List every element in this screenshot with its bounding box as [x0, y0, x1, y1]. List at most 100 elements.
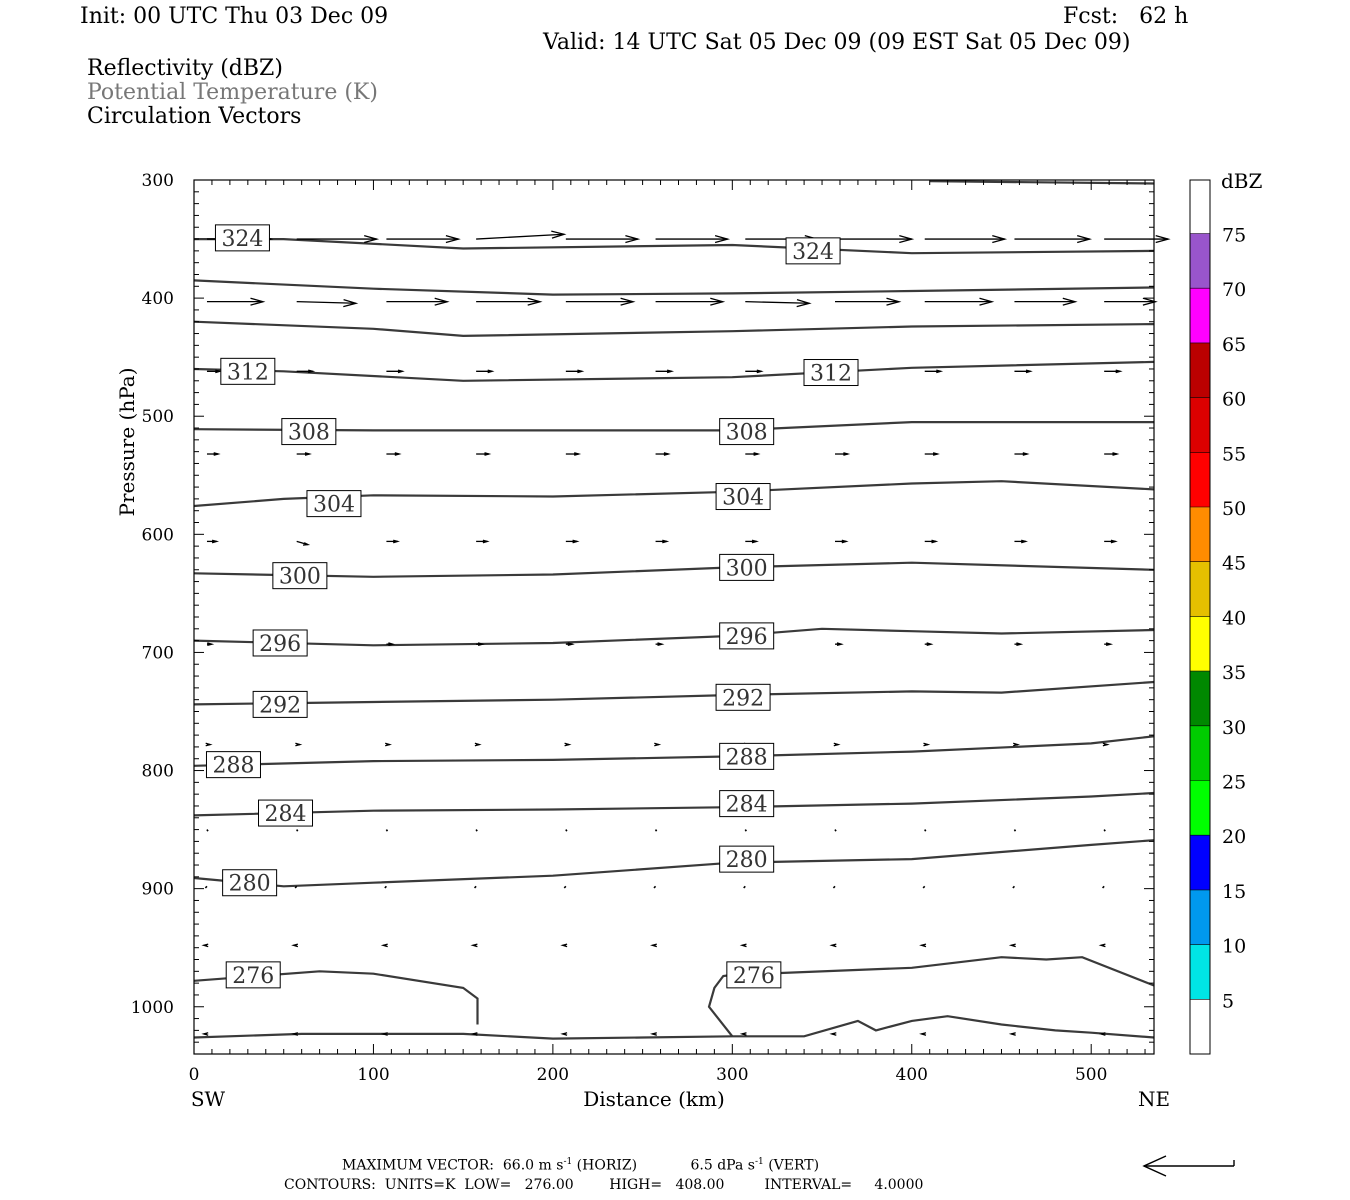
theta-contour-296 — [193, 627, 1155, 647]
contour-label-box — [214, 224, 270, 252]
colorbar-level-label: 15 — [1222, 881, 1246, 903]
contour-label-box — [719, 418, 775, 446]
circulation-vector — [386, 642, 396, 647]
circulation-vector — [924, 452, 940, 456]
theta-contour-320 — [193, 279, 1155, 296]
circulation-vector — [919, 1032, 927, 1036]
circulation-vector — [563, 885, 567, 889]
contour-label: 284 — [265, 802, 307, 827]
colorbar-level-label: 75 — [1222, 225, 1246, 247]
contour-label: 312 — [810, 362, 852, 387]
colorbar-swatch — [1190, 889, 1210, 945]
circulation-vector — [475, 829, 478, 832]
circulation-vector — [560, 943, 568, 948]
contour-label-box — [306, 490, 362, 518]
circulation-vector — [380, 943, 388, 948]
circulation-vector — [296, 452, 312, 456]
circulation-vector — [654, 829, 658, 832]
contour-labels: 324 324 312 312 308 308 304 304 300 300 296 296 292 2… — [205, 224, 859, 989]
theta-contour-276 — [193, 1015, 1155, 1040]
x-tick-label: 400 — [896, 1065, 928, 1085]
max-vert-value: 6.5 dPa s — [690, 1157, 755, 1174]
circulation-vector — [291, 943, 299, 948]
contour-label: 300 — [726, 556, 768, 581]
circulation-vector — [565, 369, 585, 374]
colorbar-level-label: 55 — [1222, 443, 1246, 465]
contour-label: 304 — [313, 493, 355, 518]
colorbar-swatch — [1190, 835, 1210, 890]
circulation-vector — [380, 1032, 388, 1036]
circulation-vector — [296, 234, 380, 244]
contours-footer: CONTOURS: UNITS=K LOW= 276.00 HIGH= 408.… — [284, 1177, 924, 1193]
circulation-vector — [1014, 539, 1028, 544]
contour-label: 296 — [726, 625, 768, 650]
contour-label-box — [715, 483, 771, 511]
y-tick-label: 1000 — [131, 998, 174, 1018]
circulation-vector — [386, 234, 461, 244]
circulation-vector — [565, 829, 568, 832]
theta-contour-328 — [929, 180, 1155, 185]
theta-contour-316 — [193, 320, 1155, 338]
circulation-vector — [923, 742, 931, 747]
colorbar-level-label: 20 — [1222, 826, 1246, 848]
circulation-vector — [1104, 539, 1118, 544]
max-vert-exponent: -1 — [754, 1157, 764, 1167]
circulation-vector — [206, 539, 220, 544]
colorbar-level-label: 45 — [1222, 553, 1246, 575]
circulation-vector — [294, 885, 298, 889]
circulation-vector — [1102, 885, 1105, 889]
circulation-vector — [924, 642, 934, 647]
plot-frame — [193, 179, 1155, 1055]
contour-label-box — [220, 357, 276, 385]
circulation-vector — [834, 829, 837, 832]
circulation-vector — [829, 1032, 837, 1036]
colorbar-swatch — [1190, 233, 1210, 289]
colorbar-swatch — [1190, 616, 1210, 672]
theta-contour-276 — [707, 956, 1155, 1037]
colorbar-level-label: 70 — [1222, 279, 1246, 301]
max-horiz-exponent: -1 — [563, 1157, 573, 1167]
contour-label-box — [252, 690, 308, 718]
colorbar-level-label: 40 — [1222, 607, 1246, 629]
circulation-vector — [386, 369, 405, 374]
contour-label-box — [719, 845, 775, 873]
circulation-vector — [565, 234, 641, 244]
contour-label-box — [258, 799, 314, 827]
circulation-vector — [565, 297, 636, 306]
contour-label-box — [252, 629, 308, 657]
colorbar-title: dBZ — [1221, 169, 1263, 193]
circulation-vector — [476, 369, 495, 374]
circulation-vector — [924, 297, 995, 306]
contour-label-box — [715, 683, 771, 711]
circulation-vector — [1013, 829, 1017, 832]
circulation-vector — [470, 943, 478, 948]
x-tick-label: 500 — [1075, 1065, 1107, 1085]
circulation-vector — [476, 642, 485, 647]
circulation-vector — [1014, 642, 1024, 647]
colorbar-outline — [1189, 179, 1211, 1055]
circulation-vector — [650, 1032, 657, 1036]
max-horiz-value: 66.0 m s — [502, 1157, 564, 1174]
circulation-vector — [476, 539, 490, 544]
circulation-vector — [560, 1032, 568, 1036]
contour-label: 276 — [232, 964, 274, 989]
contour-label: 308 — [726, 421, 768, 446]
theta-contour-324 — [194, 238, 1155, 255]
circulation-vector — [655, 642, 665, 647]
circulation-vector — [386, 539, 400, 544]
circulation-vector — [835, 234, 915, 244]
circulation-vector — [470, 1032, 478, 1036]
circulation-vector — [744, 829, 747, 832]
circulation-vector — [201, 1032, 209, 1036]
colorbar-level-label: 50 — [1222, 498, 1246, 520]
circulation-vector — [1104, 452, 1120, 456]
contour-label: 292 — [259, 693, 301, 718]
colorbar-level-label: 30 — [1222, 717, 1246, 739]
colorbar-level-label: 25 — [1222, 772, 1246, 794]
circulation-vector — [385, 829, 389, 832]
forecast-hour: Fcst: 62 h — [1063, 4, 1189, 29]
y-tick-label: 300 — [142, 171, 174, 191]
circulation-vector — [743, 885, 746, 889]
circulation-vector — [1104, 234, 1171, 244]
